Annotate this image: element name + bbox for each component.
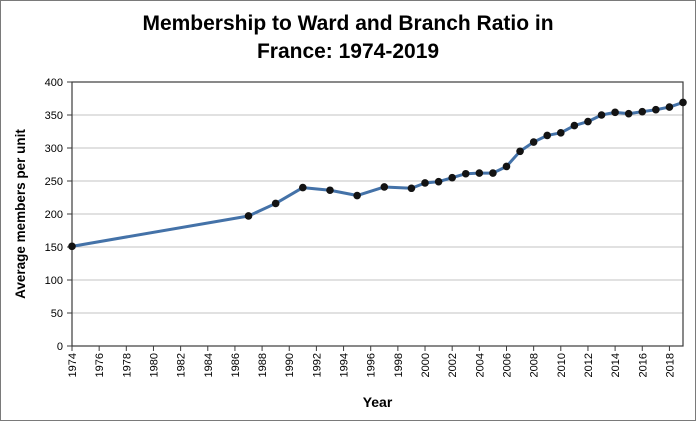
x-tick-label: 1998: [393, 353, 405, 377]
data-point: [434, 177, 443, 186]
x-tick-label: 2018: [664, 353, 676, 377]
x-tick-label: 1996: [366, 353, 378, 377]
data-point: [475, 169, 484, 177]
chart-title-line2: France: 1974-2019: [256, 40, 440, 63]
data-point: [557, 129, 565, 137]
y-tick-label: 150: [45, 242, 63, 254]
y-tick-label: 400: [45, 77, 63, 89]
x-tick-label: 1990: [284, 353, 296, 377]
x-tick-label: 2004: [474, 353, 486, 377]
data-point: [271, 199, 280, 208]
data-point: [624, 109, 633, 118]
y-tick-label: 350: [45, 110, 63, 122]
data-point: [448, 173, 456, 182]
x-tick-label: 2016: [637, 353, 649, 377]
data-point: [299, 183, 307, 192]
data-point: [652, 105, 660, 114]
x-tick-label: 2014: [610, 353, 622, 377]
data-point: [679, 98, 687, 107]
x-tick-label: 2006: [501, 353, 513, 377]
data-point: [489, 169, 497, 177]
x-tick-label: 2002: [447, 353, 459, 377]
x-tick-label: 1988: [257, 353, 269, 377]
data-line: [70, 100, 685, 248]
x-tick-label: 1984: [203, 353, 215, 377]
x-tick-label: 1976: [94, 353, 106, 377]
x-axis-title: Year: [362, 394, 393, 410]
y-tick-label: 50: [51, 308, 63, 320]
chart-title-line1: Membership to Ward and Branch Ratio in: [142, 12, 554, 35]
y-tick-label: 0: [57, 341, 63, 353]
chart-title: Membership to Ward and Branch Ratio in F…: [1, 10, 695, 66]
x-tick-label: 1982: [176, 353, 188, 377]
y-tick-label: 300: [45, 143, 63, 155]
y-tick-label: 200: [45, 209, 63, 221]
data-point: [597, 111, 606, 119]
data-point: [461, 169, 470, 178]
data-point: [421, 179, 429, 187]
x-tick-label: 2008: [529, 353, 541, 377]
data-point: [326, 186, 334, 195]
data-point: [502, 162, 511, 171]
data-point: [570, 121, 579, 130]
y-tick-label: 250: [45, 176, 63, 188]
data-point: [529, 138, 538, 146]
data-point: [516, 147, 524, 156]
data-point: [543, 131, 552, 140]
x-tick-label: 1974: [67, 353, 79, 377]
x-tick-label: 2000: [420, 353, 432, 377]
data-point: [611, 108, 619, 117]
x-tick-label: 1980: [148, 353, 160, 377]
x-tick-label: 1986: [230, 353, 242, 377]
y-tick-label: 100: [45, 275, 63, 287]
data-point: [584, 117, 592, 126]
data-point: [353, 191, 361, 200]
data-point: [407, 184, 416, 193]
data-point: [638, 107, 647, 116]
x-tick-label: 1992: [311, 353, 323, 377]
data-point: [380, 183, 389, 191]
x-tick-label: 1978: [121, 353, 133, 377]
data-point: [244, 212, 253, 220]
x-tick-label: 2010: [556, 353, 568, 377]
x-tick-label: 2012: [583, 353, 595, 377]
x-tick-label: 1994: [339, 353, 351, 377]
data-point: [665, 103, 674, 111]
data-point: [68, 242, 76, 251]
